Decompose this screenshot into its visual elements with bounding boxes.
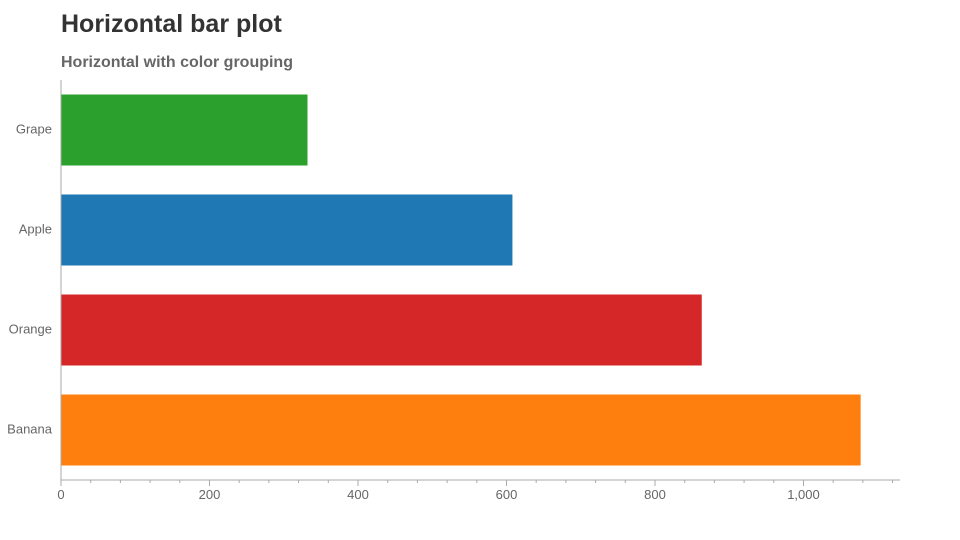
x-tick-label: 1,000 xyxy=(787,487,820,502)
x-tick-label: 200 xyxy=(199,487,221,502)
bar-orange xyxy=(61,294,702,366)
bar-apple xyxy=(61,194,513,266)
page-title: Horizontal bar plot xyxy=(61,10,282,38)
y-tick-label-apple: Apple xyxy=(19,221,52,236)
bars-group xyxy=(61,94,861,466)
x-tick-label: 800 xyxy=(644,487,666,502)
bar-banana xyxy=(61,394,861,466)
y-axis: Grape Apple Orange Banana xyxy=(7,80,62,480)
x-tick-label: 400 xyxy=(347,487,369,502)
y-tick-label-grape: Grape xyxy=(16,121,52,136)
x-axis: 0 200 400 600 800 1,000 xyxy=(57,479,900,502)
bar-grape xyxy=(61,94,308,166)
chart-subtitle: Horizontal with color grouping xyxy=(61,54,293,71)
y-tick-label-banana: Banana xyxy=(7,421,53,436)
x-tick-label: 600 xyxy=(496,487,518,502)
x-tick-label: 0 xyxy=(57,487,64,502)
y-tick-label-orange: Orange xyxy=(9,321,52,336)
